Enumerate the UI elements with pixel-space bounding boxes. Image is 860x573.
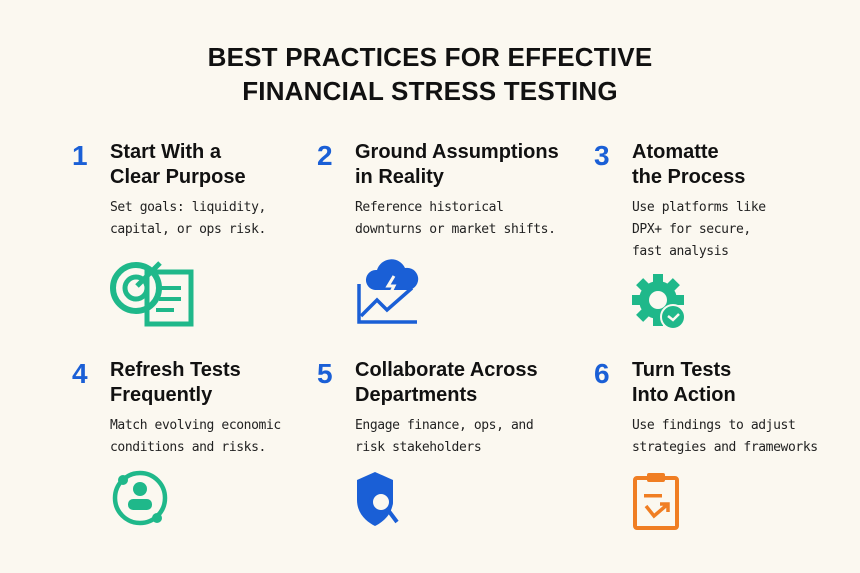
storm-chart-icon [357, 259, 419, 324]
practice-heading: Atomatte the Process [632, 141, 746, 188]
gear-check-icon [632, 274, 686, 330]
practice-heading: Turn Tests Into Action [632, 359, 736, 406]
target-document-icon [110, 261, 194, 327]
practice-number: 5 [317, 358, 333, 389]
practice-number: 1 [72, 140, 88, 171]
practice-description: Reference historical downturns or market … [355, 200, 556, 237]
shield-search-icon [357, 472, 399, 526]
practice-description: Set goals: liquidity, capital, or ops ris… [110, 200, 266, 237]
practice-description: Engage finance, ops, and risk stakeholder… [355, 418, 534, 455]
practice-heading: Collaborate Across Departments [355, 359, 538, 406]
practice-heading: Ground Assumptions in Reality [355, 141, 559, 188]
practice-number: 3 [594, 140, 610, 171]
practice-number: 2 [317, 140, 333, 171]
clipboard-arrow-icon [633, 473, 679, 530]
practice-description: Use findings to adjust strategies and fra… [632, 418, 818, 455]
practice-description: Match evolving economic conditions and ri… [110, 418, 281, 455]
user-refresh-icon [112, 470, 168, 526]
practice-description: Use platforms like DPX+ for secure, fast a… [632, 200, 766, 259]
practice-number: 6 [594, 358, 610, 389]
practice-number: 4 [72, 358, 88, 389]
practice-heading: Refresh Tests Frequently [110, 359, 241, 406]
practice-heading: Start With a Clear Purpose [110, 141, 246, 188]
title-line-2: FINANCIAL STRESS TESTING [242, 76, 618, 106]
title-line-1: BEST PRACTICES FOR EFFECTIVE [207, 42, 653, 72]
page-title: BEST PRACTICES FOR EFFECTIVE FINANCIAL S… [0, 40, 860, 108]
